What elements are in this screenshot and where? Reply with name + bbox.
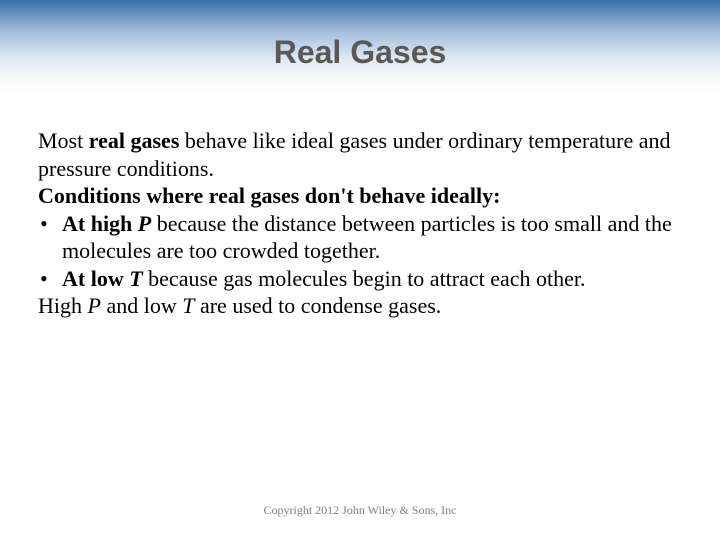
closing-pre: High (38, 293, 88, 318)
closing-mid: and low (101, 293, 182, 318)
bullet1-rest: because the distance between particles i… (62, 211, 672, 264)
bullet-item: • At low T because gas molecules begin t… (38, 265, 682, 293)
slide-body: Most real gases behave like ideal gases … (0, 95, 720, 320)
closing-var2: T (182, 293, 194, 318)
title-band: Real Gases (0, 0, 720, 95)
bullet-text: At low T because gas molecules begin to … (62, 265, 682, 293)
bullet1-var: P (138, 211, 151, 236)
bullet2-rest: because gas molecules begin to attract e… (143, 266, 586, 291)
bullet-text: At high P because the distance between p… (62, 210, 682, 265)
bullet-marker: • (40, 210, 62, 265)
conditions-heading: Conditions where real gases don't behave… (38, 182, 682, 210)
intro-bold: real gases (89, 128, 180, 153)
slide-title: Real Gases (274, 34, 447, 71)
copyright-footer: Copyright 2012 John Wiley & Sons, Inc (0, 503, 720, 518)
closing-paragraph: High P and low T are used to condense ga… (38, 292, 682, 320)
bullet2-lead: At low (62, 266, 129, 291)
closing-post: are used to condense gases. (194, 293, 441, 318)
slide: Real Gases Most real gases behave like i… (0, 0, 720, 540)
bullet2-var: T (129, 266, 142, 291)
closing-var1: P (88, 293, 101, 318)
bullet1-lead: At high (62, 211, 138, 236)
bullet-item: • At high P because the distance between… (38, 210, 682, 265)
intro-prefix: Most (38, 128, 89, 153)
intro-paragraph: Most real gases behave like ideal gases … (38, 127, 682, 182)
bullet-marker: • (40, 265, 62, 293)
